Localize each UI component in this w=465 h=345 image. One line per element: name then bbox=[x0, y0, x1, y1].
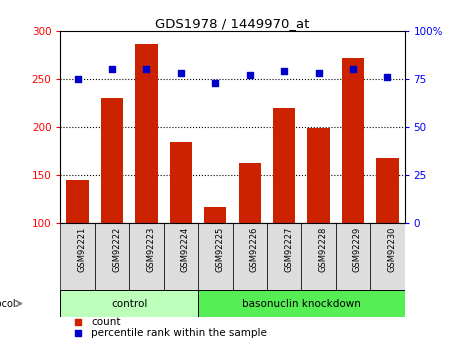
Bar bbox=[66, 180, 89, 223]
Text: GSM92230: GSM92230 bbox=[387, 226, 396, 272]
Bar bbox=[101, 98, 123, 223]
Text: count: count bbox=[92, 317, 121, 327]
Point bbox=[143, 67, 150, 72]
Text: percentile rank within the sample: percentile rank within the sample bbox=[92, 328, 267, 338]
Bar bbox=[198, 290, 405, 317]
Point bbox=[349, 67, 357, 72]
Text: GSM92227: GSM92227 bbox=[284, 226, 293, 272]
Bar bbox=[204, 207, 226, 223]
Point bbox=[74, 330, 81, 336]
Bar bbox=[135, 43, 158, 223]
Bar bbox=[60, 223, 95, 290]
Bar bbox=[376, 158, 399, 223]
Bar bbox=[232, 223, 267, 290]
Text: basonuclin knockdown: basonuclin knockdown bbox=[242, 298, 361, 308]
Text: GSM92224: GSM92224 bbox=[181, 226, 190, 272]
Bar bbox=[370, 223, 405, 290]
Point bbox=[108, 67, 116, 72]
Point bbox=[74, 76, 81, 82]
Text: GSM92229: GSM92229 bbox=[353, 226, 362, 272]
Bar bbox=[170, 142, 192, 223]
Point bbox=[74, 319, 81, 325]
Point bbox=[212, 80, 219, 86]
Text: GSM92223: GSM92223 bbox=[146, 226, 155, 272]
Text: GSM92228: GSM92228 bbox=[319, 226, 327, 272]
Text: GSM92221: GSM92221 bbox=[78, 226, 86, 272]
Text: control: control bbox=[111, 298, 147, 308]
Bar bbox=[198, 223, 232, 290]
Bar bbox=[129, 223, 164, 290]
Bar bbox=[301, 223, 336, 290]
Bar bbox=[95, 223, 129, 290]
Bar bbox=[336, 223, 370, 290]
Bar bbox=[267, 223, 301, 290]
Text: GSM92226: GSM92226 bbox=[250, 226, 259, 272]
Point bbox=[246, 72, 253, 78]
Bar bbox=[60, 290, 198, 317]
Text: protocol: protocol bbox=[0, 298, 16, 308]
Bar bbox=[273, 108, 295, 223]
Point bbox=[384, 75, 391, 80]
Text: GSM92222: GSM92222 bbox=[112, 226, 121, 272]
Point bbox=[280, 69, 288, 74]
Bar bbox=[239, 162, 261, 223]
Bar bbox=[164, 223, 198, 290]
Point bbox=[177, 70, 185, 76]
Text: GSM92225: GSM92225 bbox=[215, 226, 224, 272]
Bar bbox=[342, 58, 364, 223]
Title: GDS1978 / 1449970_at: GDS1978 / 1449970_at bbox=[155, 17, 310, 30]
Point bbox=[315, 70, 322, 76]
Bar bbox=[307, 128, 330, 223]
